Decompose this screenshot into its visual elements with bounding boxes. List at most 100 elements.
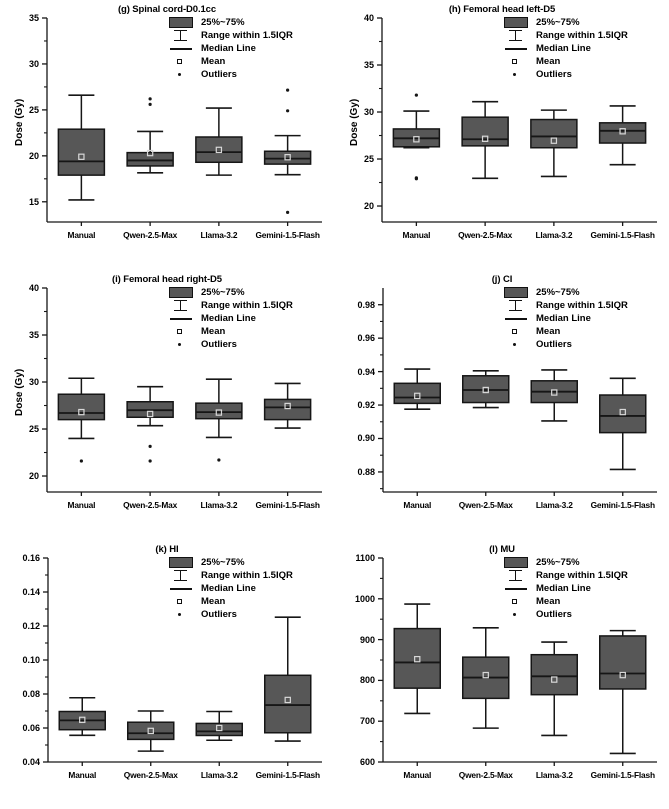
x-tick-label-2: Llama-3.2	[200, 770, 238, 780]
median-line-icon	[163, 582, 197, 595]
legend-item-median-line: Median Line	[163, 312, 293, 325]
panel-title: (h) Femoral head left-D5	[448, 4, 556, 15]
legend-label: 25%~75%	[201, 557, 245, 568]
legend-label: Outliers	[536, 609, 572, 620]
y-tick-label: 0.94	[357, 366, 375, 377]
y-tick-label: 20	[28, 471, 39, 482]
whisker-bar-icon	[498, 569, 532, 582]
legend-item-open-square: Mean	[163, 595, 293, 608]
x-tick-label-1: Qwen-2.5-Max	[458, 770, 513, 780]
y-tick-label: 1100	[355, 553, 375, 563]
legend-label: Mean	[536, 326, 561, 337]
legend-label: Mean	[201, 596, 226, 607]
plot-area	[42, 287, 322, 496]
median-line-icon	[498, 42, 532, 55]
panel-j: (j) CI 0.88 0.90 0.92 0.94 0.96 0.98 Manual Qwen…	[335, 270, 669, 539]
legend-label: Outliers	[201, 339, 237, 350]
legend-item-whisker-bar: Range within 1.5IQR	[163, 569, 293, 582]
box-h-2	[530, 109, 578, 178]
y-tick-label: 0.14	[22, 587, 40, 597]
box-k-1	[127, 710, 175, 752]
plot-area	[378, 557, 657, 766]
legend-label: Range within 1.5IQR	[201, 30, 293, 41]
legend: 25%~75% Range within 1.5IQR Median Line Mea…	[163, 16, 293, 81]
x-tick-label-0: Manual	[403, 770, 432, 780]
y-tick-label: 0.06	[22, 723, 40, 733]
y-tick-label: 25	[28, 104, 39, 115]
y-tick-label: 40	[363, 13, 374, 23]
x-tick-label-0: Manual	[403, 500, 432, 510]
legend-item-dot: Outliers	[163, 68, 293, 81]
median-line-icon	[163, 42, 197, 55]
box-j-1	[462, 369, 510, 409]
legend-label: Mean	[201, 326, 226, 337]
median-line-icon	[163, 312, 197, 325]
median-line-icon	[498, 582, 532, 595]
box-h-1	[461, 100, 509, 180]
legend-item-median-line: Median Line	[498, 42, 628, 55]
legend-label: Mean	[536, 596, 561, 607]
panel-title: (i) Femoral head right-D5	[112, 274, 222, 285]
y-tick-label: 30	[363, 107, 374, 117]
x-tick-label-1: Qwen-2.5-Max	[458, 230, 513, 240]
y-tick-label: 900	[359, 634, 375, 645]
legend-item-dot: Outliers	[498, 338, 628, 351]
legend-item-open-square: Mean	[498, 325, 628, 338]
legend-item-whisker-bar: Range within 1.5IQR	[498, 299, 628, 312]
dot-icon	[163, 338, 197, 351]
y-tick-label: 30	[28, 377, 39, 387]
panel-k: (k) HI 0.04 0.06 0.08 0.10 0.12 0.14 0.16 Manual…	[0, 540, 334, 809]
x-tick-label-1: Qwen-2.5-Max	[123, 230, 178, 240]
legend-label: Mean	[536, 56, 561, 67]
plot-area	[378, 288, 657, 496]
panel-i: (i) Femoral head right-D5 20 25 30 35 40 Dose …	[0, 270, 334, 539]
x-tick-label-3: Gemini-1.5-Flash	[255, 770, 320, 780]
dot-icon	[163, 608, 197, 621]
x-tick-label-2: Llama-3.2	[200, 230, 238, 240]
legend-item-dot: Outliers	[498, 68, 628, 81]
legend-label: 25%~75%	[201, 287, 245, 298]
y-tick-label: 1000	[354, 593, 375, 604]
x-tick-label-2: Llama-3.2	[535, 500, 573, 510]
legend-item-box-swatch: 25%~75%	[163, 556, 293, 569]
box-j-0	[393, 368, 441, 411]
box-h-3	[598, 105, 647, 166]
whisker-bar-icon	[498, 299, 532, 312]
legend-item-box-swatch: 25%~75%	[163, 286, 293, 299]
panel-title: (j) CI	[491, 274, 513, 285]
box-g-0	[57, 94, 106, 201]
legend: 25%~75% Range within 1.5IQR Median Line Mea…	[163, 286, 293, 351]
whisker-bar-icon	[498, 29, 532, 42]
open-square-icon	[498, 325, 532, 338]
box-swatch-icon	[498, 556, 532, 569]
box-j-3	[599, 377, 647, 471]
box-swatch-icon	[163, 16, 197, 29]
y-axis-label: Dose (Gy)	[14, 98, 25, 146]
y-tick-label: 25	[363, 154, 374, 164]
panel-g: (g) Spinal cord-D0.1cc 15 20 25 30 35 Dose (Gy…	[0, 0, 334, 269]
legend-item-median-line: Median Line	[163, 582, 293, 595]
y-axis-label: Dose (Gy)	[349, 98, 360, 146]
panel-title: (l) MU	[489, 544, 515, 555]
legend: 25%~75% Range within 1.5IQR Median Line Mea…	[163, 556, 293, 621]
legend-label: Mean	[201, 56, 226, 67]
box-swatch-icon	[498, 286, 532, 299]
legend-item-box-swatch: 25%~75%	[498, 286, 628, 299]
y-tick-label: 30	[28, 58, 39, 69]
legend-label: 25%~75%	[536, 287, 580, 298]
box-i-2	[195, 378, 243, 462]
y-tick-label: 700	[359, 716, 375, 727]
legend-label: 25%~75%	[201, 17, 245, 28]
legend-item-open-square: Mean	[498, 55, 628, 68]
legend-item-whisker-bar: Range within 1.5IQR	[163, 29, 293, 42]
x-tick-label-1: Qwen-2.5-Max	[458, 500, 513, 510]
open-square-icon	[163, 595, 197, 608]
box-l-0	[393, 603, 441, 715]
legend: 25%~75% Range within 1.5IQR Median Line Mea…	[498, 16, 628, 81]
legend-item-median-line: Median Line	[498, 312, 628, 325]
y-tick-label: 35	[28, 13, 39, 23]
legend-item-median-line: Median Line	[163, 42, 293, 55]
box-k-3	[264, 616, 312, 742]
y-tick-label: 800	[359, 675, 375, 686]
plot-area	[377, 17, 657, 226]
